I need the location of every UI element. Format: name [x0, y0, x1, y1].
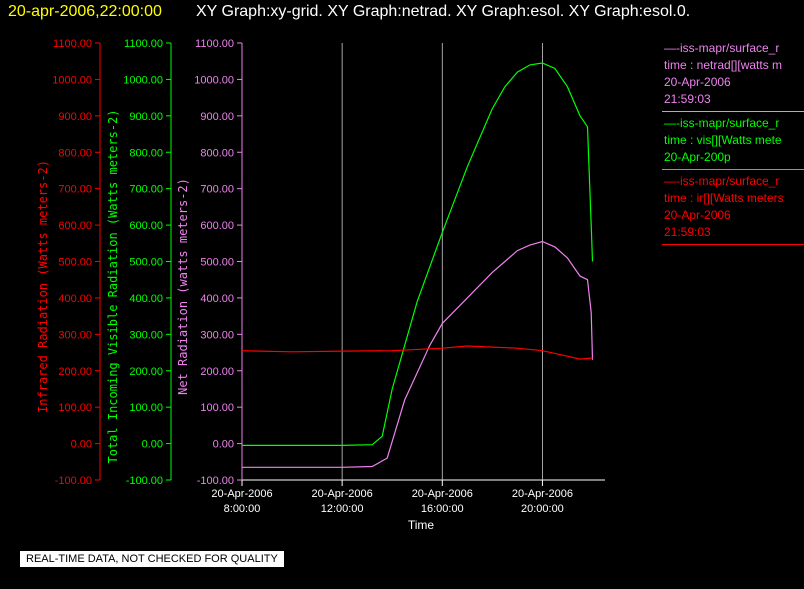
y-tick-label: 0.00 [142, 439, 163, 451]
legend-text: 20-Apr-200p [664, 150, 731, 164]
title-graph-list: XY Graph:xy-grid. XY Graph:netrad. XY Gr… [196, 3, 691, 20]
y-tick-label: 700.00 [200, 184, 234, 196]
y-axis-title: Total Incoming Visible Radiation (Watts … [106, 109, 120, 463]
y-tick-label: 1100.00 [124, 38, 163, 50]
y-axis-title: Infrared Radiation (Watts meters-2) [36, 160, 50, 413]
y-tick-label: 200.00 [129, 366, 163, 378]
y-tick-label: 900.00 [200, 111, 234, 123]
legend-text: 21:59:03 [664, 225, 711, 239]
x-tick-label: 20-Apr-2006 [312, 488, 373, 500]
series-line [241, 345, 593, 360]
y-tick-label: 400.00 [58, 293, 92, 305]
legend-text: time : ir[][Watts meters [664, 191, 784, 205]
y-tick-label: 800.00 [129, 147, 163, 159]
title-bar: 20-apr-2006,22:00:00 XY Graph:xy-grid. X… [0, 0, 804, 28]
y-tick-label: 1100.00 [53, 38, 92, 50]
x-tick-label: 20-Apr-2006 [211, 488, 272, 500]
quality-notice: REAL-TIME DATA, NOT CHECKED FOR QUALITY [20, 551, 284, 567]
y-tick-label: -100.00 [55, 475, 92, 487]
legend-text: —-iss-mapr/surface_r [664, 116, 780, 130]
x-tick-label: 20-Apr-2006 [412, 488, 473, 500]
title-datetime: 20-apr-2006,22:00:00 [8, 3, 162, 20]
legend-text: 20-Apr-2006 [664, 208, 731, 222]
y-tick-label: 1100.00 [195, 38, 234, 50]
series-line [242, 62, 594, 446]
x-tick-label: 16:00:00 [421, 503, 464, 515]
y-tick-label: 1000.00 [52, 74, 92, 86]
x-axis-label: Time [408, 518, 435, 532]
legend-text: —-iss-mapr/surface_r [664, 174, 780, 188]
y-tick-label: 800.00 [200, 147, 234, 159]
y-tick-label: 500.00 [58, 257, 92, 269]
y-tick-label: 700.00 [58, 184, 92, 196]
y-tick-label: 100.00 [58, 402, 92, 414]
legend-text: time : vis[][Watts mete [664, 133, 782, 147]
x-tick-label: 12:00:00 [321, 503, 364, 515]
legend-text: 21:59:03 [664, 92, 711, 106]
y-tick-label: 600.00 [58, 220, 92, 232]
y-axis-title: Net Radiation (watts meters-2) [176, 178, 190, 395]
y-tick-label: 300.00 [129, 329, 163, 341]
y-tick-label: 600.00 [129, 220, 163, 232]
y-tick-label: 300.00 [200, 329, 234, 341]
y-tick-label: 1000.00 [123, 74, 163, 86]
series-line [242, 240, 594, 468]
y-tick-label: 900.00 [129, 111, 163, 123]
y-tick-label: 600.00 [200, 220, 234, 232]
y-tick-label: 500.00 [129, 257, 163, 269]
y-tick-label: 400.00 [200, 293, 234, 305]
x-tick-label: 20-Apr-2006 [512, 488, 573, 500]
y-tick-label: 200.00 [58, 366, 92, 378]
y-tick-label: 100.00 [129, 402, 163, 414]
y-tick-label: 100.00 [200, 402, 234, 414]
legend-text: time : netrad[][watts m [664, 58, 783, 72]
x-tick-label: 20:00:00 [521, 503, 564, 515]
y-tick-label: 300.00 [58, 329, 92, 341]
y-tick-label: 900.00 [58, 111, 92, 123]
y-tick-label: 0.00 [213, 439, 234, 451]
x-tick-label: 8:00:00 [224, 503, 261, 515]
y-tick-label: -100.00 [197, 475, 234, 487]
y-tick-label: 500.00 [200, 257, 234, 269]
y-tick-label: 0.00 [71, 439, 92, 451]
y-tick-label: 1000.00 [194, 74, 234, 86]
legend-text: 20-Apr-2006 [664, 75, 731, 89]
y-tick-label: 400.00 [129, 293, 163, 305]
y-tick-label: 200.00 [200, 366, 234, 378]
legend-text: —-iss-mapr/surface_r [664, 41, 780, 55]
y-tick-label: -100.00 [126, 475, 163, 487]
y-tick-label: 800.00 [58, 147, 92, 159]
y-tick-label: 700.00 [129, 184, 163, 196]
